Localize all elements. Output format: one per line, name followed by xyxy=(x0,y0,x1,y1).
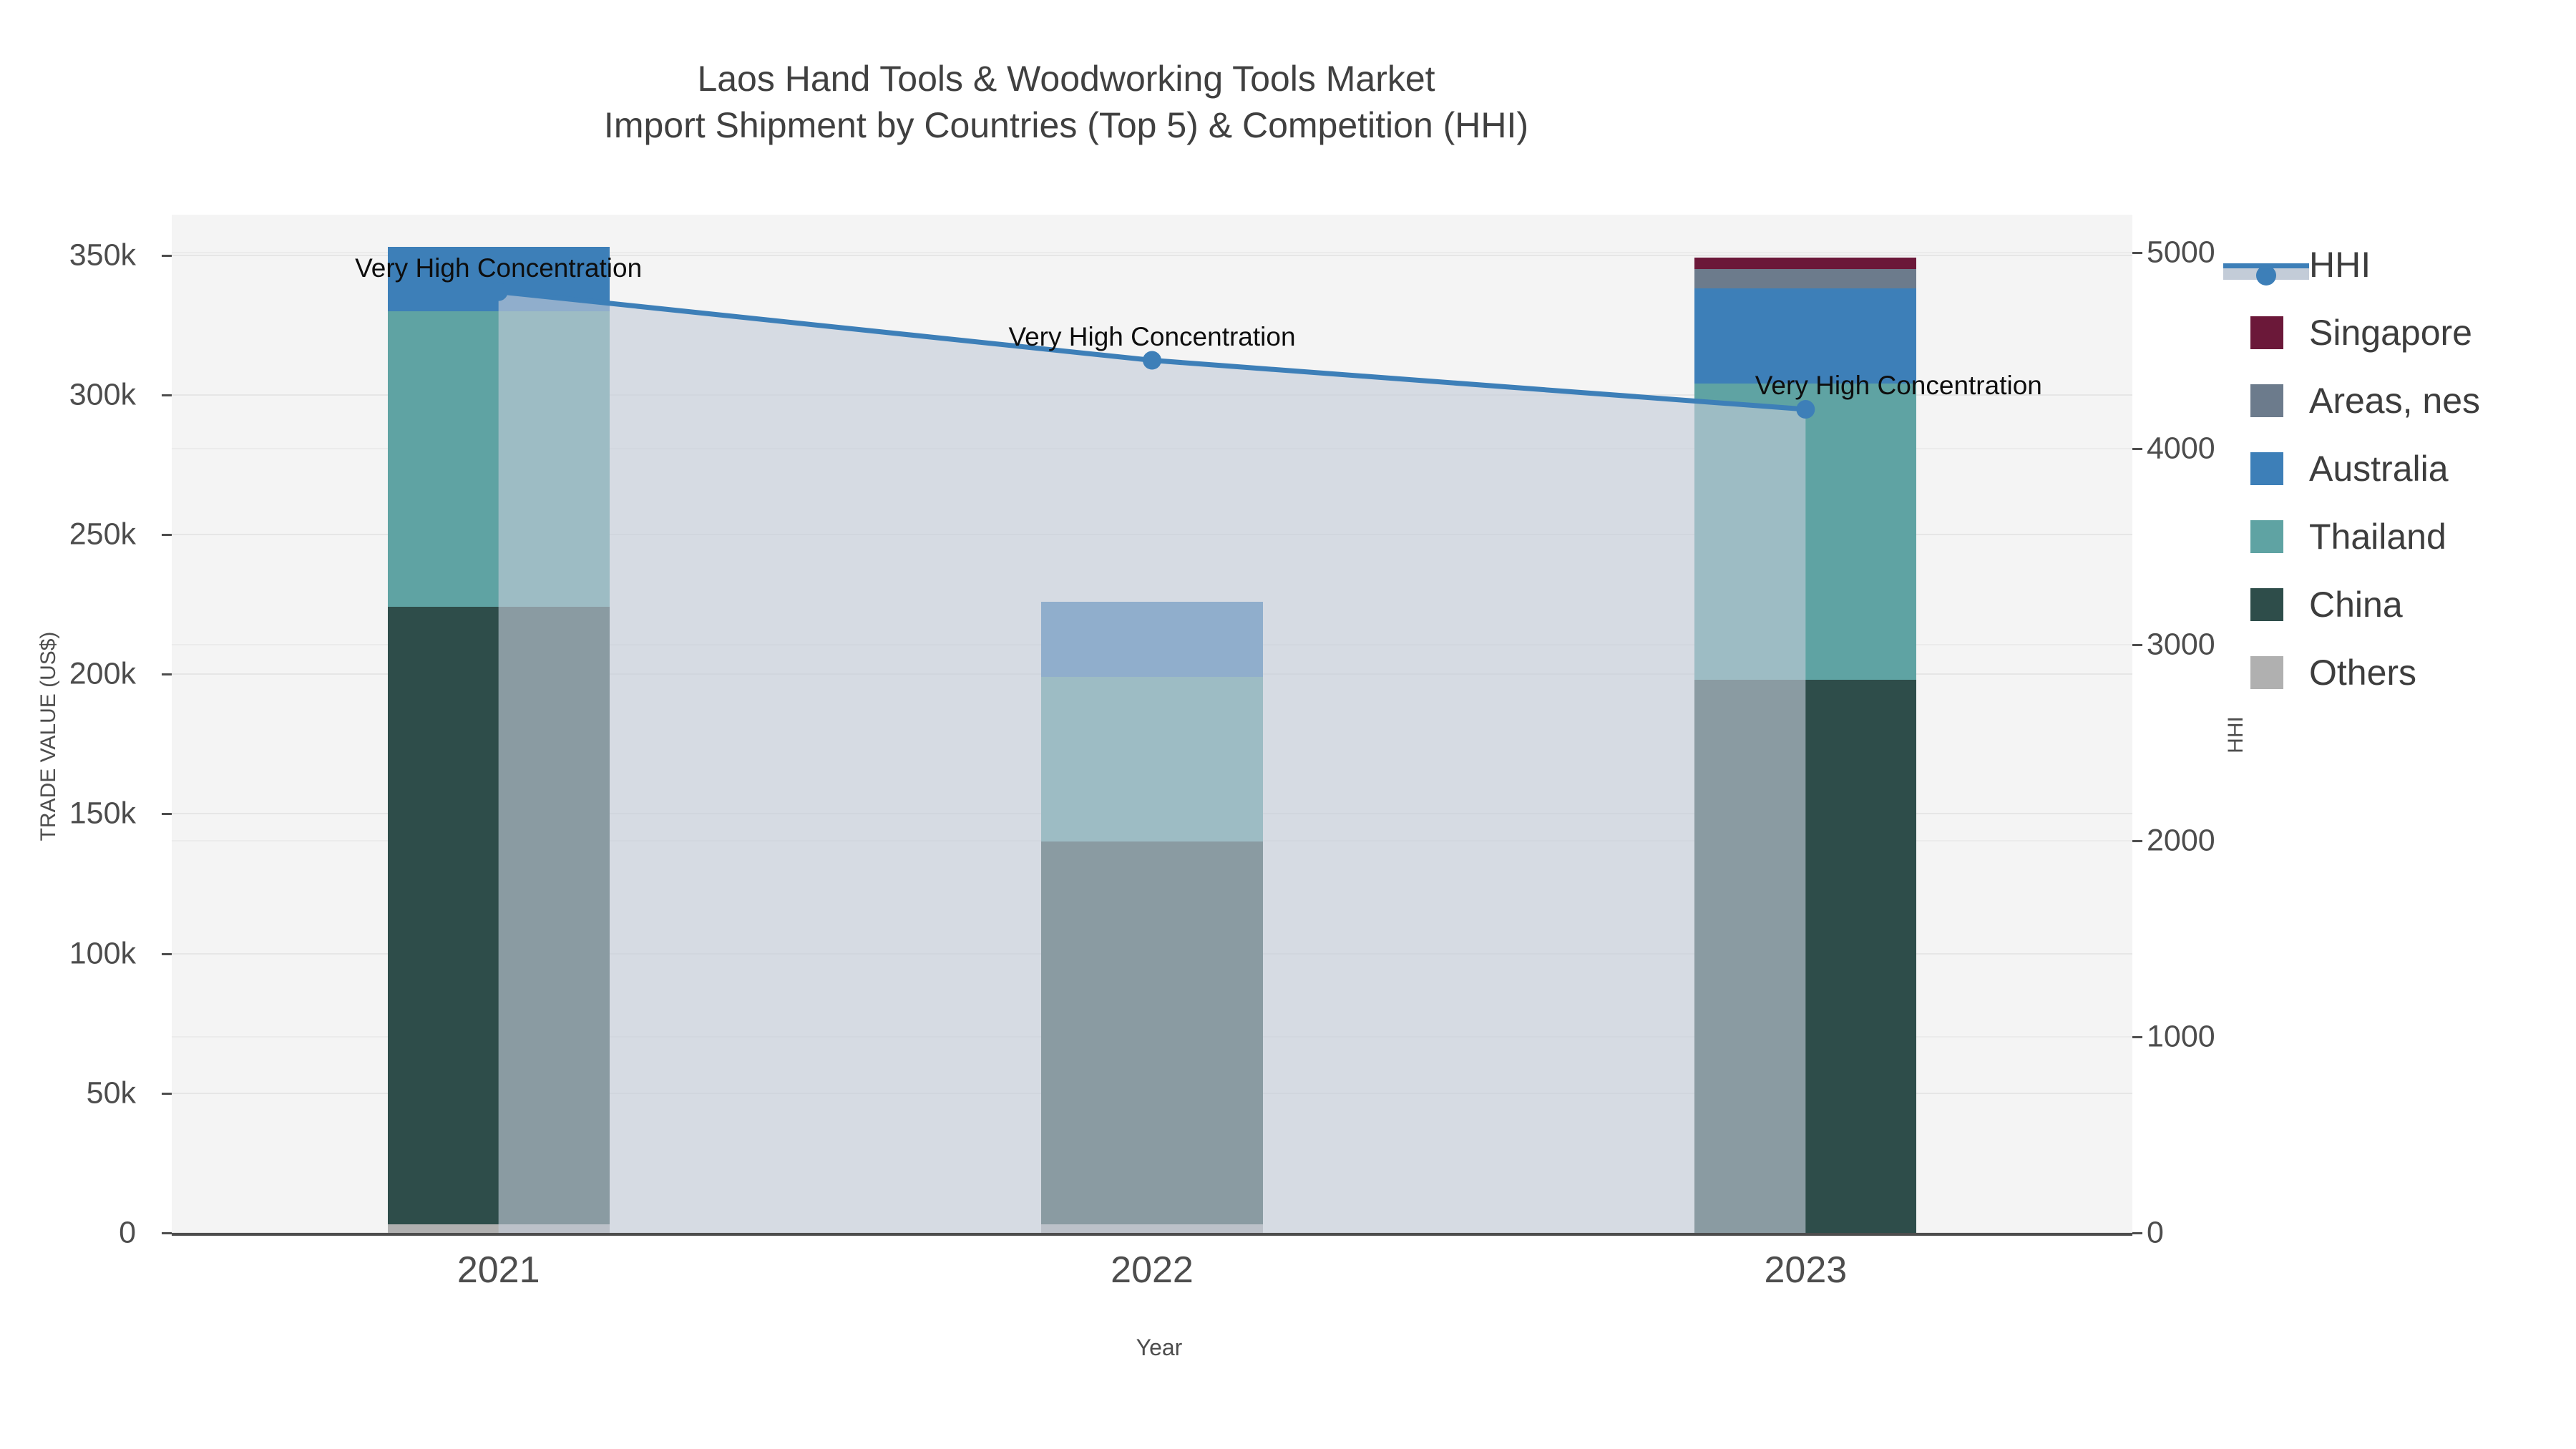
y-axis-tick-mark-right xyxy=(2132,1035,2142,1038)
y-axis-tick-label-left: 200k xyxy=(69,656,136,691)
hhi-data-point[interactable] xyxy=(489,282,508,301)
chart-title-line2: Import Shipment by Countries (Top 5) & C… xyxy=(603,105,1529,145)
y-axis-tick-label-left: 50k xyxy=(86,1075,136,1111)
y-axis-tick-mark-right xyxy=(2132,447,2142,450)
y-axis-tick-label-right: 5000 xyxy=(2147,235,2215,270)
y-axis-tick-mark-right xyxy=(2132,839,2142,842)
y-axis-tick-mark-right xyxy=(2132,251,2142,254)
y-axis-tick-label-left: 300k xyxy=(69,377,136,412)
legend-color-swatch xyxy=(2250,587,2283,621)
y-axis-tick-label-right: 0 xyxy=(2147,1215,2164,1250)
y-axis-label-right: HHI xyxy=(2224,716,2248,753)
legend-item-label: Others xyxy=(2309,652,2417,693)
y-axis-tick-mark-left xyxy=(162,254,172,257)
bar-segment[interactable] xyxy=(387,1224,610,1233)
y-axis-tick-label-right: 3000 xyxy=(2147,627,2215,662)
chart-title-line1: Laos Hand Tools & Woodworking Tools Mark… xyxy=(697,59,1435,99)
concentration-annotation: Very High Concentration xyxy=(355,253,643,283)
legend-color-swatch xyxy=(2250,519,2283,553)
y-axis-tick-label-left: 100k xyxy=(69,936,136,971)
legend-color-swatch xyxy=(2250,452,2283,485)
y-axis-tick-label-right: 4000 xyxy=(2147,431,2215,466)
gridline-left xyxy=(172,254,2132,256)
legend-color-swatch xyxy=(2250,384,2283,417)
legend-item-label: China xyxy=(2309,584,2403,625)
y-axis-tick-mark-left xyxy=(162,394,172,396)
y-axis-tick-mark-left xyxy=(162,1232,172,1234)
legend-item[interactable]: HHI xyxy=(2223,230,2480,298)
concentration-annotation: Very High Concentration xyxy=(1008,321,1296,351)
concentration-annotation: Very High Concentration xyxy=(1755,371,2042,401)
x-axis-line xyxy=(172,1233,2132,1236)
y-axis-tick-mark-left xyxy=(162,952,172,955)
x-axis-label: Year xyxy=(1136,1335,1183,1360)
y-axis-tick-mark-right xyxy=(2132,643,2142,646)
legend-color-swatch xyxy=(2250,316,2283,349)
y-axis-tick-label-right: 2000 xyxy=(2147,823,2215,858)
y-axis-tick-mark-left xyxy=(162,673,172,676)
y-axis-label-left: TRADE VALUE (US$) xyxy=(36,631,60,841)
hhi-data-point[interactable] xyxy=(1143,351,1161,370)
legend-item[interactable]: Thailand xyxy=(2250,502,2480,570)
legend-item-label: Areas, nes xyxy=(2309,380,2481,421)
bar-segment[interactable] xyxy=(1694,258,1917,270)
hhi-line-series xyxy=(489,282,1815,1234)
y-axis-tick-mark-right xyxy=(2132,1232,2142,1234)
legend-item[interactable]: Areas, nes xyxy=(2250,366,2480,434)
legend-item[interactable]: Australia xyxy=(2250,434,2480,502)
x-axis-tick-label: 2022 xyxy=(1111,1249,1194,1291)
legend-item[interactable]: Others xyxy=(2250,638,2480,706)
gridline-right xyxy=(172,251,2132,253)
chart-title: Laos Hand Tools & Woodworking Tools Mark… xyxy=(0,56,2132,149)
hhi-data-point[interactable] xyxy=(1796,400,1815,419)
bar-segment[interactable] xyxy=(1694,269,1917,289)
legend-color-swatch xyxy=(2250,655,2283,689)
bar-segment[interactable] xyxy=(1694,288,1917,384)
chart-legend[interactable]: HHI Singapore Areas, nes Australia Thailand C… xyxy=(2223,230,2480,706)
legend-item-label: HHI xyxy=(2309,244,2371,285)
x-axis-tick-label: 2021 xyxy=(457,1249,540,1291)
legend-item-label: Singapore xyxy=(2309,312,2472,353)
hhi-area-fill xyxy=(498,291,1806,1234)
y-axis-tick-label-left: 0 xyxy=(119,1215,136,1250)
legend-line-marker xyxy=(2223,248,2309,286)
y-axis-tick-label-right: 1000 xyxy=(2147,1019,2215,1054)
y-axis-tick-mark-left xyxy=(162,813,172,816)
x-axis-tick-label: 2023 xyxy=(1764,1249,1848,1291)
y-axis-tick-mark-left xyxy=(162,1092,172,1095)
legend-item-label: Thailand xyxy=(2309,516,2446,557)
legend-item[interactable]: Singapore xyxy=(2250,298,2480,366)
y-axis-tick-label-left: 250k xyxy=(69,517,136,552)
y-axis-tick-label-left: 150k xyxy=(69,796,136,831)
legend-item-label: Australia xyxy=(2309,448,2449,489)
y-axis-tick-mark-left xyxy=(162,533,172,536)
y-axis-tick-label-left: 350k xyxy=(69,238,136,273)
legend-item[interactable]: China xyxy=(2250,570,2480,638)
